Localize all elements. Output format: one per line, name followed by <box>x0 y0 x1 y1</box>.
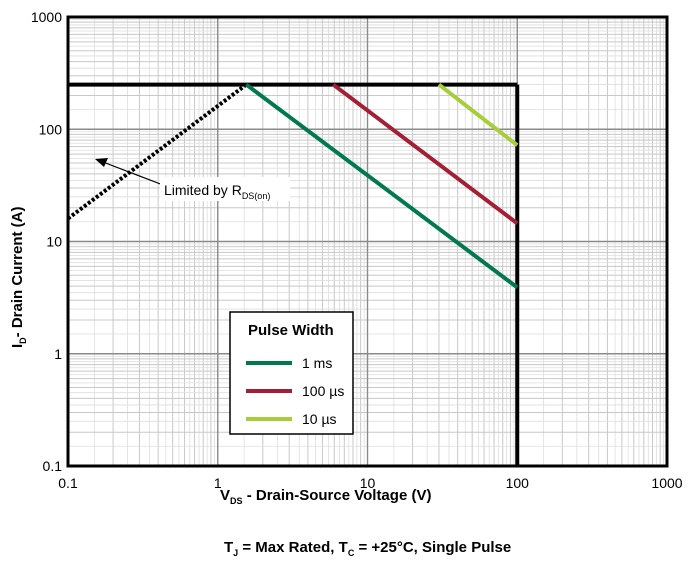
y-tick-label: 1000 <box>31 9 62 25</box>
legend-box <box>229 311 354 435</box>
x-tick-label: 100 <box>506 475 530 491</box>
y-tick-label: 0.1 <box>43 458 63 474</box>
x-axis-title: VDS - Drain-Source Voltage (V) <box>220 487 431 506</box>
plot-frame <box>66 15 669 468</box>
y-tick-label: 100 <box>39 121 63 137</box>
legend-label: 100 µs <box>302 383 344 399</box>
x-tick-label: 10 <box>360 475 376 491</box>
annotation-arrowhead <box>95 158 108 167</box>
legend-label: 10 µs <box>302 411 337 427</box>
y-tick-label: 10 <box>46 234 62 250</box>
caption-subscript: C <box>348 548 355 558</box>
chart-caption: TJ = Max Rated, TC = +25°C, Single Pulse <box>224 539 511 558</box>
rds_on-line <box>66 82 248 221</box>
caption-text: = +25°C, Single Pulse <box>354 539 511 556</box>
plot-lines <box>66 82 520 466</box>
rdson-annotation: Limited by RDS(on) <box>95 158 290 201</box>
y-axis-title: ID- Drain Current (A) <box>9 206 28 348</box>
legend-label: 1 ms <box>302 355 332 371</box>
series-line <box>437 83 519 147</box>
annotation-box <box>160 177 290 201</box>
legend: Pulse Width 1 ms 100 µs 10 µs <box>229 311 354 435</box>
annotation-text: Limited by RDS(on) <box>164 182 270 201</box>
series-line <box>331 82 519 225</box>
caption-subscript: J <box>233 548 238 558</box>
caption-text: T <box>224 539 233 556</box>
y-tick-label: 1 <box>54 346 62 362</box>
annotation-arrow-line <box>102 161 164 186</box>
x-tick-label: 0.1 <box>58 475 78 491</box>
x-tick-label: 1000 <box>651 475 682 491</box>
legend-items: 1 ms 100 µs 10 µs <box>246 355 344 427</box>
tick-labels: 0.1 1 10 100 1000 0.1 1 10 100 1000 <box>31 9 683 491</box>
series-line <box>245 82 519 290</box>
legend-title: Pulse Width <box>248 322 334 339</box>
caption-text: = Max Rated, T <box>238 539 348 556</box>
x-tick-label: 1 <box>214 475 222 491</box>
